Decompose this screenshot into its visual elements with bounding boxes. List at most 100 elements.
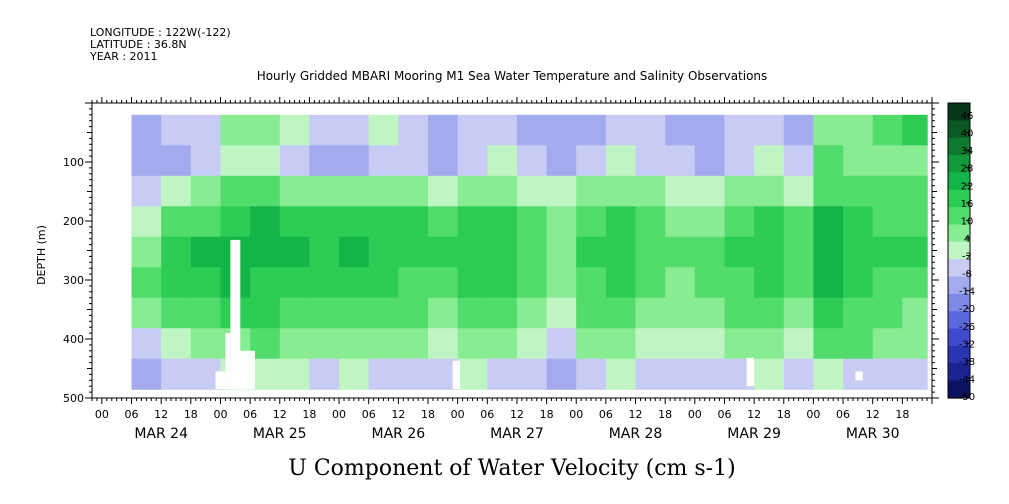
x-hour-label: 12: [391, 408, 405, 421]
heatmap-cell: [754, 175, 785, 207]
heatmap-cell: [694, 328, 725, 360]
x-hour-label: 06: [362, 408, 376, 421]
heatmap-cell: [428, 145, 459, 177]
heatmap-cell: [309, 175, 340, 207]
heatmap-cell: [546, 297, 577, 329]
colorbar-swatch: [948, 189, 970, 208]
heatmap-cell: [131, 145, 162, 177]
plot-area: 100 200 300 400 500 00 06 12 18 00 06 12 18 00 06 12 18…: [63, 97, 939, 442]
x-hour-label: 06: [836, 408, 850, 421]
heatmap-cell: [635, 175, 666, 207]
missing-data-block: [225, 333, 231, 390]
heatmap-cell: [902, 114, 928, 146]
heatmap-cell: [872, 175, 903, 207]
heatmap-cell: [220, 114, 251, 146]
colorbar-label: -26: [959, 322, 975, 333]
heatmap-cell: [724, 328, 755, 360]
heatmap-cell: [694, 145, 725, 177]
heatmap-cell: [428, 267, 459, 299]
heatmap-cell: [457, 175, 488, 207]
y-tick-label: 300: [63, 274, 84, 287]
heatmap-cell: [635, 297, 666, 329]
heatmap-cell: [902, 358, 928, 390]
heatmap-cell: [339, 297, 370, 329]
heatmap-cell: [635, 267, 666, 299]
heatmap-cell: [398, 114, 429, 146]
heatmap-cell: [279, 206, 310, 238]
heatmap-cell: [605, 236, 637, 268]
heatmap-cell: [161, 267, 192, 299]
missing-data-areas: [215, 239, 863, 390]
colorbar-label: -8: [962, 269, 972, 280]
heatmap-cell: [250, 328, 281, 360]
heatmap-cell: [516, 267, 548, 299]
heatmap-cell: [190, 175, 221, 207]
heatmap-cell: [665, 206, 696, 238]
x-hour-label: 06: [243, 408, 257, 421]
colorbar-swatch: [948, 276, 970, 295]
heatmap-cell: [665, 114, 696, 146]
heatmap-cell: [872, 206, 903, 238]
heatmap-cell: [161, 175, 192, 207]
x-hour-label: 12: [747, 408, 761, 421]
heatmap-cell: [190, 206, 221, 238]
heatmap-cell: [161, 358, 192, 390]
heatmap-cell: [576, 297, 607, 329]
x-hour-label: 12: [629, 408, 643, 421]
heatmap-cell: [813, 206, 844, 238]
heatmap-cell: [398, 206, 429, 238]
heatmap-cell: [131, 114, 162, 146]
heatmap-cell: [902, 328, 928, 360]
heatmap-cell: [457, 328, 488, 360]
x-hour-label: 18: [895, 408, 909, 421]
y-tick-label: 100: [63, 156, 84, 169]
colorbar-label: 34: [961, 146, 974, 157]
heatmap-cell: [783, 175, 814, 207]
heatmap-cell: [279, 114, 310, 146]
heatmap-cell: [546, 206, 577, 238]
heatmap-cell: [250, 297, 281, 329]
heatmap-cell: [131, 175, 162, 207]
x-day-label: MAR 29: [727, 426, 781, 442]
heatmap-cell: [576, 267, 607, 299]
heatmap-cell: [131, 206, 162, 238]
colorbar-frame: [947, 102, 971, 399]
heatmap-cell: [516, 206, 548, 238]
colorbar: 46 40 34 28 22 16 10 4 -2 -8 -14 -20 -26 -32 -38 -44 -50: [947, 102, 975, 403]
x-day-label: MAR 28: [609, 426, 663, 442]
heatmap-cell: [457, 358, 488, 390]
heatmap-cell: [250, 206, 281, 238]
heatmap-cell: [665, 328, 696, 360]
x-hour-label: 06: [125, 408, 139, 421]
heatmap-cell: [368, 328, 399, 360]
heatmap-cell: [428, 114, 459, 146]
x-day-label: MAR 27: [490, 426, 544, 442]
heatmap-cell: [546, 145, 577, 177]
x-day-label: MAR 26: [372, 426, 426, 442]
colorbar-label: 16: [961, 199, 974, 210]
heatmap-cell: [279, 297, 310, 329]
x-day-labels: MAR 24 MAR 25 MAR 26 MAR 27 MAR 28 MAR 29 MAR …: [134, 426, 899, 442]
heatmap-cell: [279, 267, 310, 299]
heatmap-cell: [546, 236, 577, 268]
heatmap-cell: [665, 358, 696, 390]
heatmap-cell: [902, 267, 928, 299]
heatmap-cell: [368, 114, 399, 146]
heatmap-cell: [872, 145, 903, 177]
heatmap-cell: [694, 267, 725, 299]
heatmap-cell: [309, 297, 340, 329]
x-hour-label: 00: [332, 408, 346, 421]
missing-data-block: [855, 371, 863, 381]
heatmap-cell: [694, 114, 725, 146]
heatmap-cell: [754, 267, 785, 299]
heatmap-cell: [250, 267, 281, 299]
heatmap-cell: [605, 145, 637, 177]
heatmap-cell: [635, 328, 666, 360]
heatmap-cell: [576, 236, 607, 268]
colorbar-label: 28: [961, 164, 974, 175]
heatmap-cell: [487, 145, 518, 177]
heatmap-cell: [843, 267, 874, 299]
heatmap-cell: [398, 267, 429, 299]
heatmap-cell: [309, 358, 340, 390]
heatmap-cell: [872, 236, 903, 268]
